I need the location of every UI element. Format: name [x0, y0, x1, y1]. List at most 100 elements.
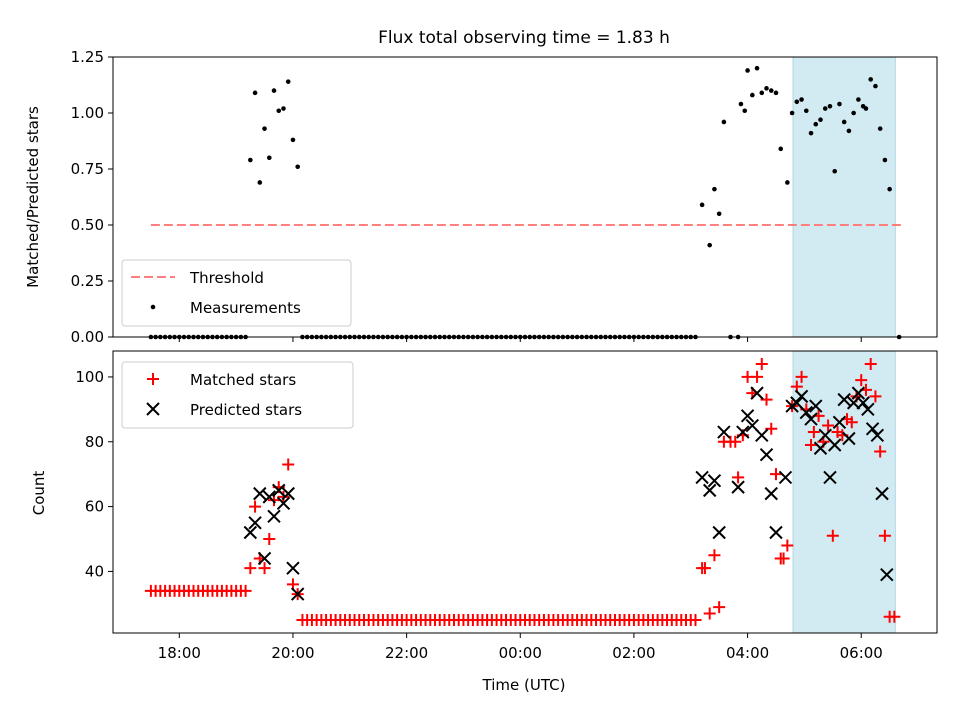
legend-predicted-swatch	[146, 402, 160, 416]
measurement-point	[655, 334, 660, 340]
measurement-point	[868, 77, 874, 82]
measurement-point	[664, 334, 670, 340]
predicted-star-point	[257, 551, 272, 566]
measurement-point	[887, 186, 892, 192]
predicted-star-point	[248, 516, 262, 530]
measurement-point	[437, 334, 443, 340]
measurement-point	[238, 334, 244, 340]
measurement-point	[846, 128, 852, 134]
measurement-point	[593, 334, 599, 340]
measurement-point	[333, 334, 338, 340]
top-legend-frame	[121, 259, 352, 327]
measurement-point	[588, 334, 594, 340]
predicted-star-point	[253, 486, 267, 501]
measurement-point	[338, 334, 343, 340]
predicted-star-point	[286, 561, 300, 575]
measurement-point	[617, 334, 623, 340]
measurement-point	[385, 334, 390, 340]
predicted-star-point	[750, 386, 764, 400]
matched-star-point	[698, 562, 711, 575]
matched-star-point	[755, 357, 768, 370]
measurement-point	[214, 334, 220, 340]
bottom-y-tick-label: 60	[85, 498, 104, 516]
measurement-point	[281, 106, 286, 111]
measurement-point	[176, 334, 182, 340]
predicted-star-point	[755, 428, 769, 442]
measurement-point	[252, 90, 258, 96]
measurement-point	[418, 334, 424, 340]
bottom-axes-frame	[112, 350, 938, 634]
measurement-point	[451, 334, 457, 340]
measurement-point	[153, 334, 158, 340]
measurement-point	[799, 97, 804, 102]
measurement-point	[224, 334, 229, 340]
measurement-point	[636, 334, 641, 340]
measurement-point	[427, 334, 433, 340]
measurement-point	[494, 334, 499, 340]
bottom-y-tick-label: 40	[85, 562, 104, 580]
measurement-point	[195, 334, 201, 340]
predicted-star-point	[695, 470, 709, 485]
measurement-point	[764, 86, 769, 91]
predicted-star-point	[837, 392, 851, 407]
measurement-point	[742, 108, 748, 114]
measurement-point	[683, 334, 689, 340]
predicted-star-point	[243, 525, 258, 540]
measurement-point	[579, 334, 585, 340]
matched-star-point	[781, 539, 794, 552]
measurement-point	[570, 334, 575, 340]
measurement-point	[319, 334, 324, 340]
measurement-point	[785, 180, 790, 185]
measurement-point	[712, 186, 717, 192]
measurement-point	[778, 146, 784, 152]
measurement-point	[475, 334, 480, 340]
measurement-point	[532, 334, 537, 340]
predicted-star-point	[267, 509, 281, 524]
measurement-point	[148, 334, 154, 340]
measurement-point	[423, 334, 428, 340]
top-y-tick-label: 0.50	[71, 216, 104, 234]
measurement-point	[699, 202, 705, 208]
measurement-point	[276, 108, 282, 114]
top-shaded-span	[792, 56, 896, 338]
measurement-point	[721, 119, 727, 125]
measurement-point	[808, 130, 814, 136]
matched-star-point	[878, 529, 891, 542]
matched-star-point	[874, 445, 887, 458]
measurement-point	[527, 334, 533, 340]
measurement-point	[856, 97, 861, 102]
predicted-star-point	[865, 422, 880, 436]
matched-star-point	[263, 533, 276, 545]
matched-star-point	[855, 374, 868, 387]
predicted-star-point	[717, 425, 731, 439]
measurement-point	[693, 334, 698, 340]
measurement-point	[641, 334, 646, 340]
matched-star-point	[888, 610, 901, 623]
measurement-point	[551, 334, 556, 340]
predicted-star-point	[823, 470, 837, 485]
bottom-panel: 40 60 80 100 18:00 20:00 22:00 00:00 02:00 04:00 0…	[75, 350, 938, 662]
measurement-point	[813, 121, 819, 127]
bottom-y-tick-label: 100	[75, 368, 104, 386]
measurement-point	[233, 334, 239, 340]
measurement-point	[745, 68, 750, 73]
matched-star-point	[795, 370, 808, 383]
predicted-star-point	[272, 483, 286, 498]
top-panel: 0.00 0.25 0.50 0.75 1.00 1.25	[71, 48, 938, 346]
x-axis-label: Time (UTC)	[482, 676, 566, 694]
predicted-star-point	[276, 496, 291, 511]
top-legend: Threshold Measurements	[121, 259, 352, 327]
measurement-point	[841, 119, 847, 125]
measurement-point	[409, 334, 414, 340]
measurement-point	[210, 334, 215, 340]
matched-star-point	[822, 419, 835, 432]
matched-star-point	[807, 426, 820, 439]
measurement-point	[660, 334, 665, 340]
measurement-point	[399, 334, 405, 340]
predicted-star-point	[769, 525, 783, 540]
measurement-point	[266, 155, 272, 161]
measurement-point	[707, 242, 712, 248]
matched-star-point	[258, 562, 271, 575]
measurement-point	[645, 334, 651, 340]
matched-star-point	[729, 435, 742, 448]
